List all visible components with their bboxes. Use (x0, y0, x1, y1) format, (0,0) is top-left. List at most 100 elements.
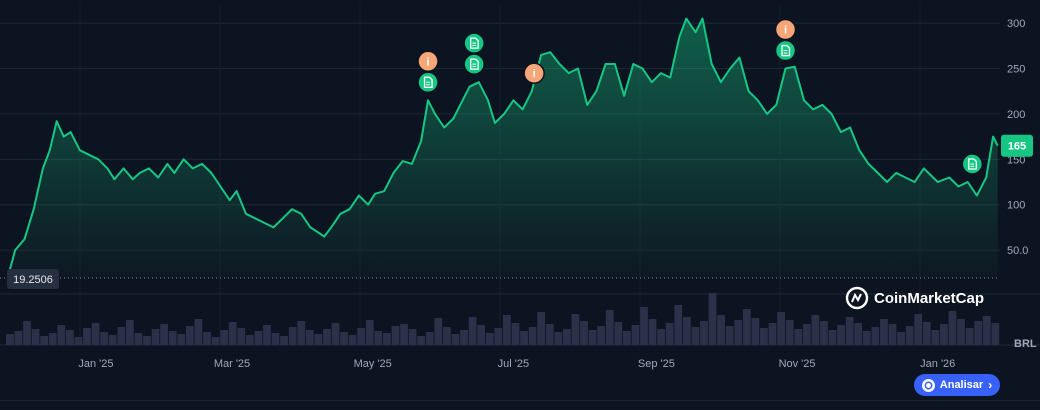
event-doc-marker[interactable] (774, 39, 797, 62)
volume-bar (562, 329, 571, 345)
volume-bar (263, 325, 271, 345)
document-glyph (470, 37, 479, 49)
volume-bar (48, 333, 57, 345)
volume-bar (468, 317, 477, 345)
volume-bar (408, 329, 417, 345)
baseline-value-badge (7, 269, 59, 289)
volume-bars (6, 293, 1000, 345)
volume-bar (151, 329, 160, 345)
info-icon (523, 62, 545, 84)
document-lines (472, 63, 476, 68)
volume-bar (280, 336, 288, 345)
volume-bar (657, 329, 666, 345)
volume-bar (400, 324, 408, 345)
volume-bar (734, 320, 743, 345)
volume-bar (854, 323, 863, 345)
volume-bar (922, 322, 931, 345)
volume-bar (691, 327, 700, 345)
volume-bar (425, 332, 434, 345)
y-tick-label: 250 (1007, 64, 1025, 76)
analyze-button-label: Analisar (939, 379, 984, 391)
currency-label: BRL (1014, 338, 1037, 350)
document-glyph (470, 58, 479, 70)
volume-bar (65, 330, 74, 345)
coinmarketcap-logo-icon (845, 286, 869, 310)
volume-bar (477, 325, 486, 345)
volume-bar (605, 310, 614, 345)
volume-bar (503, 315, 511, 345)
volume-bar (931, 330, 940, 345)
volume-bar (100, 332, 109, 345)
volume-bar (391, 326, 400, 345)
volume-bar (117, 327, 126, 345)
volume-bar (494, 328, 503, 345)
event-doc-marker[interactable] (961, 153, 984, 175)
volume-bar (588, 330, 597, 345)
x-tick-label: Jan '26 (920, 358, 955, 370)
analyze-button[interactable]: Analisar › (914, 374, 1000, 396)
volume-bar (31, 329, 40, 345)
volume-bar (597, 326, 606, 345)
volume-bar (648, 319, 657, 345)
volume-bar (725, 326, 734, 345)
price-area-fill (8, 18, 998, 278)
document-lines (783, 50, 788, 54)
volume-bar (160, 324, 169, 345)
volume-bar (811, 315, 820, 345)
volume-bar (297, 321, 306, 345)
volume-bar (91, 323, 100, 345)
watermark-text: CoinMarketCap (874, 290, 984, 307)
volume-bar (211, 337, 220, 345)
x-tick-label: May '25 (354, 358, 392, 370)
volume-bar (614, 322, 623, 345)
volume-bar (777, 312, 785, 345)
current-value-badge (1001, 134, 1033, 157)
event-info-marker[interactable]: i (774, 18, 797, 41)
y-tick-label: 300 (1007, 18, 1025, 30)
volume-bar (305, 330, 314, 345)
event-doc-marker[interactable] (463, 32, 485, 54)
volume-bar (554, 332, 563, 345)
volume-bar (134, 333, 143, 345)
volume-bar (245, 335, 254, 345)
volume-bar (314, 334, 323, 345)
volume-bar (271, 333, 280, 345)
volume-bar (545, 324, 554, 345)
volume-bar (948, 311, 957, 345)
event-info-marker[interactable]: i (417, 50, 439, 73)
volume-bar (511, 323, 520, 345)
y-tick-label: 50.0 (1007, 245, 1028, 257)
volume-bar (194, 319, 203, 345)
baseline-value-label: 19.2506 (13, 274, 53, 286)
coinmarketcap-logo-mark (851, 292, 862, 303)
event-markers[interactable]: i i i (417, 18, 984, 175)
volume-bar (622, 331, 631, 345)
price-line (7, 17, 999, 276)
volume-bar (785, 320, 794, 345)
volume-bar (288, 327, 297, 345)
x-tick-label: Nov '25 (779, 358, 816, 370)
volume-bar (434, 318, 443, 345)
volume-bar (708, 293, 717, 345)
volume-bar (40, 336, 49, 345)
volume-bar (365, 320, 374, 345)
info-icon (774, 18, 797, 41)
event-info-marker[interactable]: i (523, 62, 545, 84)
volume-bar (640, 307, 648, 345)
volume-bar (331, 323, 340, 345)
volume-bar (940, 324, 948, 345)
volume-bar (760, 328, 768, 345)
volume-bar (665, 323, 674, 345)
volume-bar (794, 329, 803, 345)
x-tick-label: Mar '25 (214, 358, 250, 370)
document-glyph (781, 44, 791, 57)
volume-bar (905, 326, 914, 345)
volume-bar (682, 317, 691, 345)
event-doc-marker[interactable] (417, 71, 439, 94)
volume-bar (631, 325, 640, 345)
volume-bar (417, 336, 426, 345)
x-tick-label: Jul '25 (498, 358, 529, 370)
event-doc-marker[interactable] (463, 53, 485, 75)
volume-bar (177, 334, 186, 345)
